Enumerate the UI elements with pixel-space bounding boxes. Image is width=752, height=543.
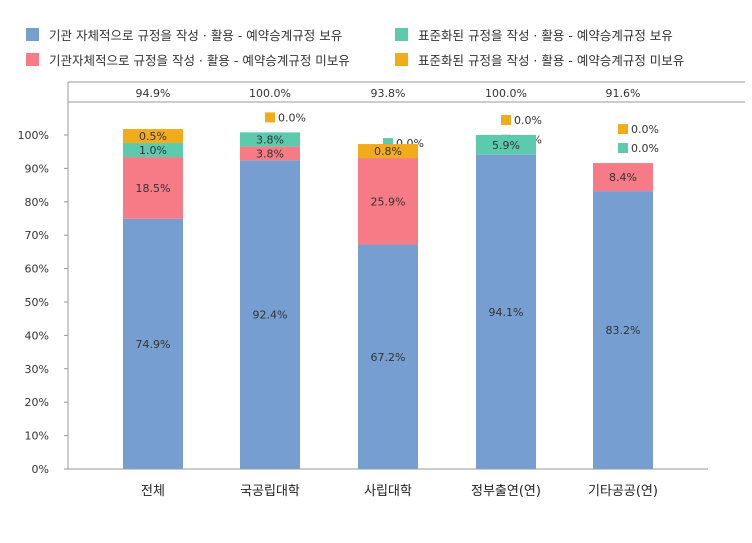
total-label: 93.8% (371, 87, 406, 100)
bar-segment (593, 191, 653, 469)
y-tick-label: 70% (25, 229, 49, 242)
y-tick-label: 80% (25, 196, 49, 209)
bar-segment (123, 129, 183, 144)
x-tick-label: 전체 (141, 484, 165, 499)
y-tick-label: 60% (25, 263, 49, 276)
bar-segment (476, 135, 536, 155)
zero-value-swatch (618, 143, 628, 154)
y-tick-label: 100% (18, 129, 49, 142)
y-tick-label: 10% (25, 430, 49, 443)
x-tick-label: 사립대학 (364, 484, 412, 499)
data-label: 8.4% (609, 171, 637, 184)
bar-segment (123, 218, 183, 469)
data-label: 1.0% (139, 144, 167, 157)
data-label: 0.0% (514, 114, 542, 127)
total-label: 91.6% (606, 87, 641, 100)
data-label: 18.5% (136, 182, 171, 195)
legend-swatch (26, 53, 39, 66)
x-tick-label: 기타공공(연) (588, 484, 658, 499)
legend-swatch (395, 28, 408, 41)
data-label: 0.5% (139, 130, 167, 143)
legend-item: 기관자체적으로 규정을 작성 · 활용 - 예약승계규정 미보유 (26, 50, 350, 69)
legend-item: 표준화된 규정을 작성 · 활용 - 예약승계규정 보유 (395, 25, 673, 44)
bar-segment (476, 154, 536, 469)
data-label: 0.0% (278, 111, 306, 124)
zero-value-swatch (618, 124, 628, 135)
bar-segment (358, 158, 418, 245)
legend-item: 표준화된 규정을 작성 · 활용 - 예약승계규정 미보유 (395, 50, 684, 69)
y-tick-label: 90% (25, 162, 49, 175)
legend-swatch (395, 53, 408, 66)
bar-segment (358, 144, 418, 159)
data-label: 92.4% (253, 309, 288, 322)
zero-value-swatch (265, 112, 275, 123)
y-tick-label: 40% (25, 329, 49, 342)
legend-swatch (26, 28, 39, 41)
bar-segment (240, 146, 300, 161)
data-label: 74.9% (136, 338, 171, 351)
total-label: 100.0% (485, 87, 527, 100)
data-label: 0.0% (631, 123, 659, 136)
data-label: 0.8% (374, 145, 402, 158)
data-label: 0.0% (631, 142, 659, 155)
total-label: 100.0% (249, 87, 291, 100)
total-label: 94.9% (136, 87, 171, 100)
bar-segment (240, 160, 300, 469)
x-tick-label: 정부출연(연) (471, 484, 541, 499)
y-tick-label: 20% (25, 396, 49, 409)
bar-segment (240, 132, 300, 147)
y-tick-label: 30% (25, 363, 49, 376)
bar-segment (123, 157, 183, 219)
data-label: 83.2% (606, 324, 641, 337)
legend-label: 표준화된 규정을 작성 · 활용 - 예약승계규정 보유 (418, 28, 673, 43)
zero-value-swatch (383, 138, 393, 149)
x-tick-label: 국공립대학 (240, 484, 300, 499)
data-label: 25.9% (371, 195, 406, 208)
data-label: 67.2% (371, 351, 406, 364)
y-tick-label: 50% (25, 296, 49, 309)
legend-item: 기관 자체적으로 규정을 작성 · 활용 - 예약승계규정 보유 (26, 25, 342, 44)
legend-label: 표준화된 규정을 작성 · 활용 - 예약승계규정 미보유 (418, 53, 685, 68)
y-tick-label: 0% (32, 463, 49, 476)
legend-label: 기관자체적으로 규정을 작성 · 활용 - 예약승계규정 미보유 (49, 53, 350, 68)
zero-value-swatch (501, 115, 511, 125)
legend-label: 기관 자체적으로 규정을 작성 · 활용 - 예약승계규정 보유 (49, 28, 343, 43)
bar-segment (123, 143, 183, 158)
data-label: 3.8% (256, 133, 284, 146)
data-label: 5.9% (492, 139, 520, 152)
bar-segment (358, 244, 418, 469)
data-label: 94.1% (489, 306, 524, 319)
bar-segment (593, 163, 653, 192)
data-label: 3.8% (256, 147, 284, 160)
